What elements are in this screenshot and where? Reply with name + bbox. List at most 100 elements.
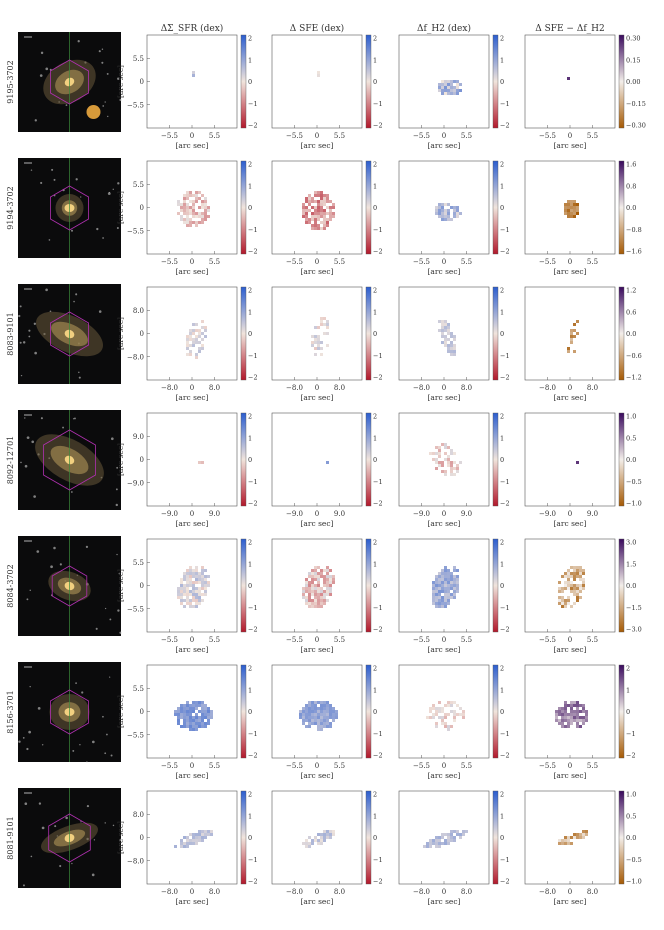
colorbar-tick-label: 0 [373, 834, 377, 842]
map-pixel [302, 596, 305, 599]
galaxy-image [18, 788, 122, 888]
map-pixel [567, 704, 570, 707]
map-pixel [579, 833, 582, 836]
map-pixel [561, 707, 564, 710]
map-pixel [456, 464, 459, 467]
map-pixel [195, 329, 198, 332]
x-tick-label: −9.0 [413, 510, 430, 518]
star-dot [117, 182, 120, 185]
map-pixel [317, 206, 320, 209]
map-pixel [326, 344, 329, 347]
star-dot [110, 437, 114, 441]
map-pixel [311, 575, 314, 578]
star-dot [104, 101, 106, 103]
map-pixel [438, 209, 441, 212]
map-pixel [576, 572, 579, 575]
map-pixel [180, 710, 183, 713]
map-pixel [186, 722, 189, 725]
colorbar-tick-label: −1 [248, 352, 258, 360]
map-pixel [444, 344, 447, 347]
map-pixel [453, 581, 456, 584]
x-axis-label: [arc sec] [301, 897, 334, 906]
map-pixel [201, 578, 204, 581]
map-pixel [320, 320, 323, 323]
map-pixel [453, 710, 456, 713]
map-pixel [177, 596, 180, 599]
map-pixel [180, 707, 183, 710]
map-pixel [567, 722, 570, 725]
map-pixel [192, 341, 195, 344]
map-pixel [453, 575, 456, 578]
map-pixel [180, 587, 183, 590]
map-pixel [204, 704, 207, 707]
map-pixel [561, 722, 564, 725]
map-pixel [317, 326, 320, 329]
map-pixel [317, 224, 320, 227]
map-pixel [444, 329, 447, 332]
map-panel: −8.0 0 8.0[arc sec]210−1−2 [271, 287, 383, 402]
map-pixel [326, 707, 329, 710]
map-pixel [570, 719, 573, 722]
map-pixel [177, 212, 180, 215]
map-pixel [320, 602, 323, 605]
star-dot [45, 288, 48, 292]
map-pixel [186, 335, 189, 338]
map-pixel [195, 836, 198, 839]
map-pixel [207, 716, 210, 719]
map-pixel [302, 719, 305, 722]
map-pixel [204, 215, 207, 218]
map-pixel [567, 215, 570, 218]
map-pixel [456, 92, 459, 95]
map-pixel [576, 593, 579, 596]
map-pixel [207, 206, 210, 209]
map-pixel [320, 212, 323, 215]
star-dot [77, 40, 80, 43]
map-pixel [311, 206, 314, 209]
map-pixel [447, 338, 450, 341]
colorbar-tick-label: −2 [373, 248, 383, 256]
map-pixel [426, 716, 429, 719]
map-pixel [198, 836, 201, 839]
colorbar-tick-label: 0 [373, 204, 377, 212]
colorbar-tick-label: −1 [248, 604, 258, 612]
map-pixel [326, 836, 329, 839]
x-tick-label: −5.5 [161, 258, 178, 266]
map-pixel [438, 89, 441, 92]
map-pixel [453, 590, 456, 593]
star-dot [53, 178, 56, 181]
map-pixel [441, 596, 444, 599]
map-pixel [204, 722, 207, 725]
colorbar-tick-label: −2 [500, 248, 510, 256]
x-axis-label: [arc sec] [428, 267, 461, 276]
map-pixel [456, 833, 459, 836]
x-tick-label: −9.0 [539, 510, 556, 518]
map-pixel [201, 572, 204, 575]
map-pixel [335, 710, 338, 713]
map-pixel [444, 86, 447, 89]
map-pixel [308, 719, 311, 722]
map-pixel [329, 716, 332, 719]
map-pixel [302, 587, 305, 590]
map-pixel [438, 716, 441, 719]
map-pixel [441, 587, 444, 590]
map-pixel [438, 215, 441, 218]
map-pixel [438, 575, 441, 578]
map-pixel [438, 593, 441, 596]
star-dot [102, 237, 104, 239]
map-pixel [438, 455, 441, 458]
map-pixel [444, 584, 447, 587]
map-pixel [201, 461, 204, 464]
map-pixel [192, 725, 195, 728]
map-pixel [320, 587, 323, 590]
map-pixel [561, 842, 564, 845]
map-pixel [198, 590, 201, 593]
map-pixel [195, 212, 198, 215]
map-pixel [320, 206, 323, 209]
map-pixel [302, 593, 305, 596]
map-pixel [320, 194, 323, 197]
map-pixel [186, 581, 189, 584]
map-pixel [210, 710, 213, 713]
map-pixel [311, 584, 314, 587]
map-pixel [441, 341, 444, 344]
map-pixel [198, 839, 201, 842]
